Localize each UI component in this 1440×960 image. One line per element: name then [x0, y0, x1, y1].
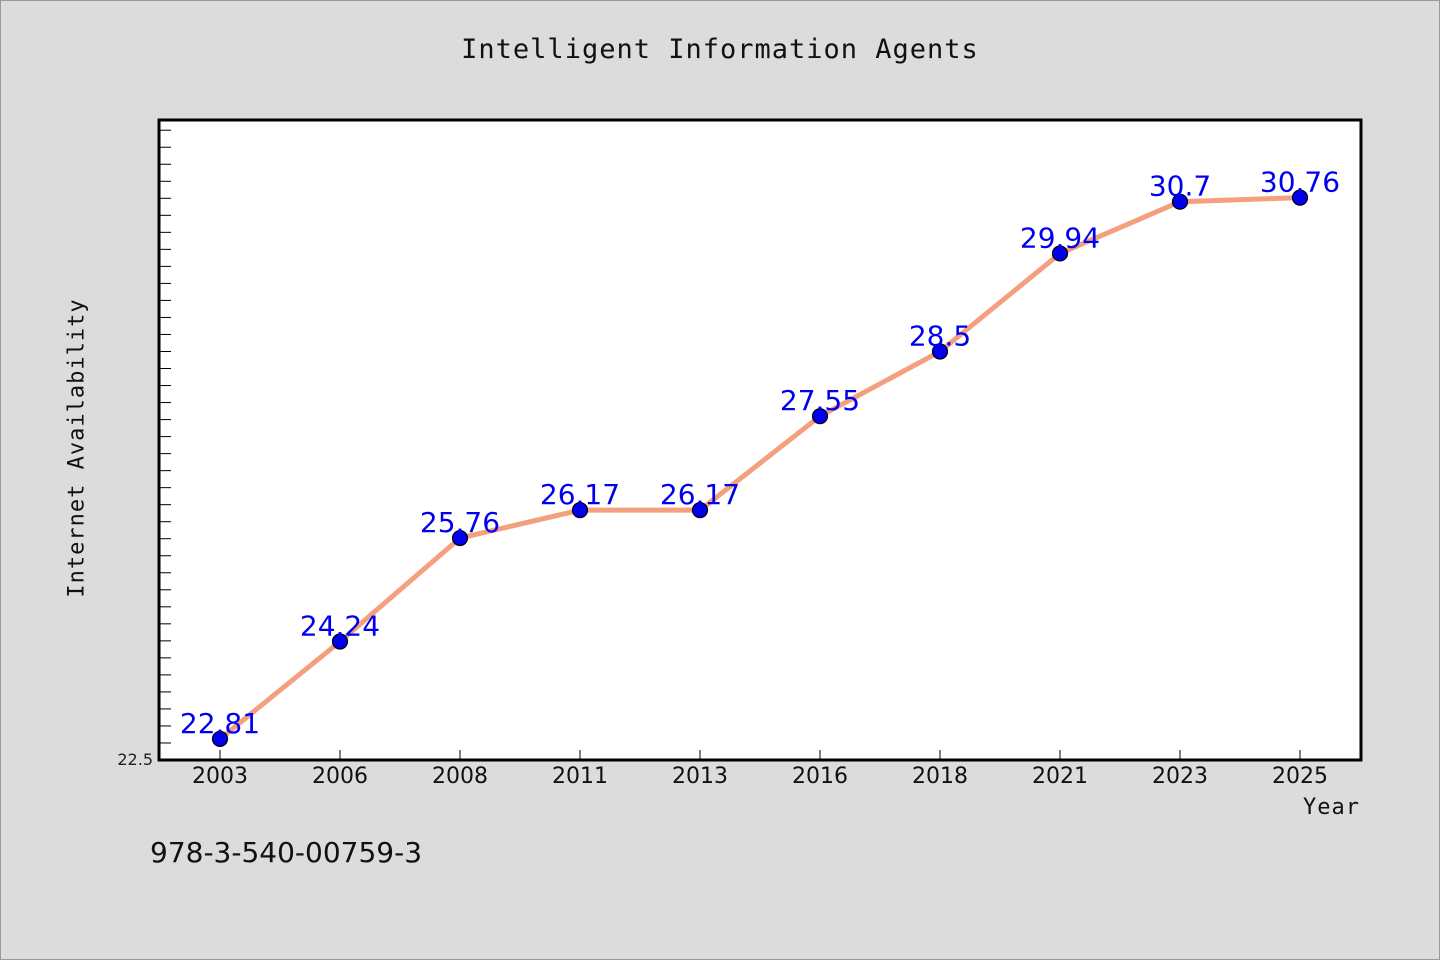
- x-tick-label: 2018: [912, 764, 968, 789]
- data-point: [1171, 193, 1189, 210]
- x-tick-label: 2006: [312, 764, 368, 789]
- data-label: 30.7: [1149, 170, 1211, 203]
- chart-title: Intelligent Information Agents: [461, 34, 979, 65]
- data-point: [571, 502, 589, 519]
- x-tick-label: 2021: [1032, 764, 1088, 789]
- x-tick-label: 2016: [792, 764, 848, 789]
- data-point: [451, 529, 469, 547]
- data-label: 26.17: [660, 478, 740, 511]
- data-label: 24.24: [300, 610, 380, 643]
- data-label: 22.81: [180, 707, 260, 740]
- data-label: 28.5: [909, 319, 971, 352]
- data-point: [331, 633, 349, 650]
- data-point: [211, 730, 229, 747]
- x-tick-label: 2003: [192, 764, 248, 789]
- data-label: 30.76: [1260, 166, 1340, 199]
- x-tick-label: 2008: [432, 764, 488, 789]
- y-tick-label: 22.5: [117, 750, 153, 769]
- data-label: 29.94: [1020, 221, 1100, 254]
- x-tick-label: 2023: [1152, 764, 1208, 789]
- x-tick-label: 2011: [552, 764, 608, 789]
- x-axis-label: Year: [1303, 795, 1360, 820]
- plot-frame: [157, 118, 1363, 762]
- data-label: 27.55: [780, 384, 860, 417]
- data-point: [691, 502, 709, 519]
- isbn-footnote: 978-3-540-00759-3: [150, 836, 423, 869]
- data-point: [811, 408, 829, 425]
- data-label: 25.76: [420, 506, 500, 539]
- series-line: [217, 195, 1303, 742]
- data-point: [931, 343, 949, 360]
- data-point: [1291, 189, 1309, 206]
- x-tick-label: 2013: [672, 764, 728, 789]
- data-label: 26.17: [540, 478, 620, 511]
- data-point: [1051, 245, 1069, 262]
- x-tick-label: 2025: [1272, 764, 1328, 789]
